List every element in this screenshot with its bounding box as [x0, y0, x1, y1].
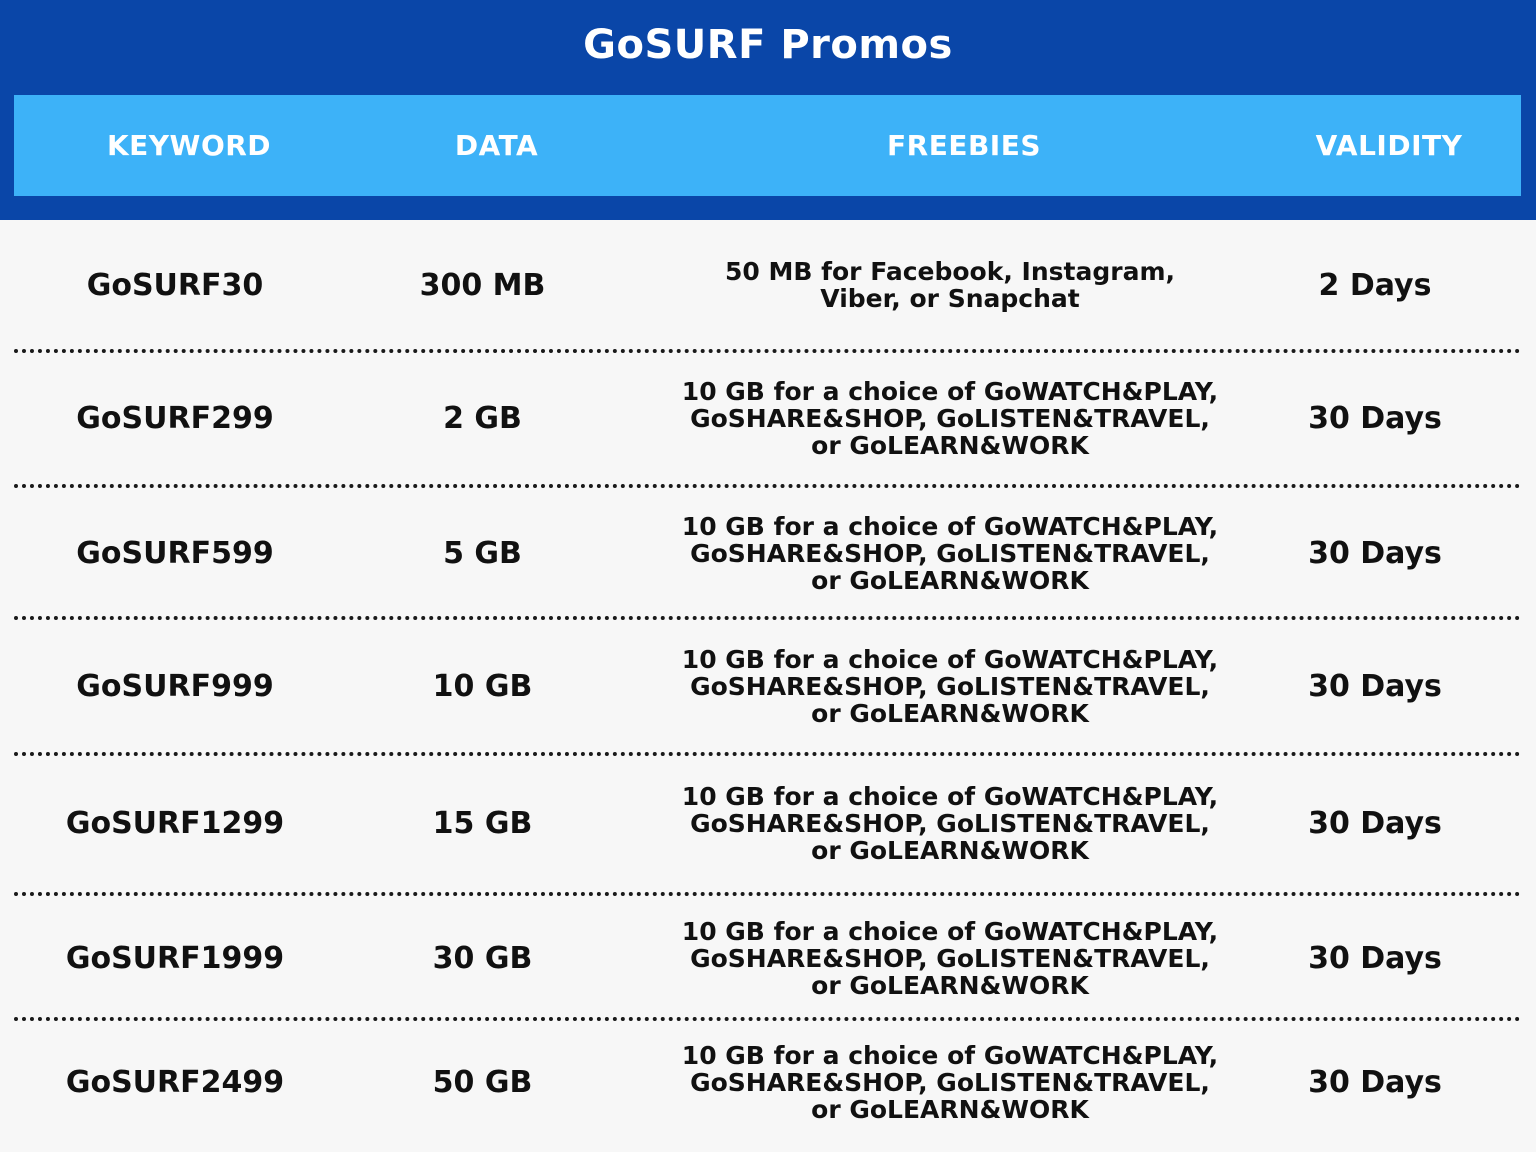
row-data: 2 GB: [443, 400, 522, 436]
row-freebies: 10 GB for a choice of GoWATCH&PLAY, GoSH…: [681, 511, 1219, 595]
row-keyword: GoSURF299: [76, 400, 274, 436]
row-validity: 30 Days: [1308, 1064, 1442, 1100]
row-divider: [14, 349, 1521, 353]
header-validity: VALIDITY: [1315, 129, 1463, 162]
row-divider: [14, 752, 1521, 756]
row-keyword: GoSURF599: [76, 535, 274, 571]
row-keyword: GoSURF2499: [65, 1064, 285, 1100]
row-freebies: 50 MB for Facebook, Instagram, Viber, or…: [725, 257, 1175, 313]
row-keyword: GoSURF30: [86, 267, 264, 303]
row-freebies: 10 GB for a choice of GoWATCH&PLAY, GoSH…: [681, 645, 1219, 728]
row-data: 10 GB: [432, 669, 533, 704]
table-row: GoSURF30 300 MB 50 MB for Facebook, Inst…: [0, 220, 1536, 350]
table-row: GoSURF2499 50 GB 10 GB for a choice of G…: [0, 1021, 1536, 1143]
table-row: GoSURF599 5 GB 10 GB for a choice of GoW…: [0, 488, 1536, 618]
row-freebies: 10 GB for a choice of GoWATCH&PLAY, GoSH…: [681, 1040, 1219, 1124]
row-divider: [14, 484, 1521, 488]
row-freebies: 10 GB for a choice of GoWATCH&PLAY, GoSH…: [681, 782, 1219, 865]
row-divider: [14, 892, 1521, 896]
row-keyword: GoSURF1299: [65, 806, 285, 841]
row-divider: [14, 616, 1521, 620]
row-divider: [14, 1017, 1521, 1021]
row-validity: 30 Days: [1308, 400, 1442, 436]
row-data: 5 GB: [443, 535, 522, 571]
row-data: 300 MB: [419, 267, 546, 303]
header-keyword: KEYWORD: [106, 129, 272, 162]
row-keyword: GoSURF1999: [65, 940, 285, 976]
header-data: DATA: [454, 129, 539, 162]
table-row: GoSURF999 10 GB 10 GB for a choice of Go…: [0, 620, 1536, 753]
row-validity: 30 Days: [1308, 669, 1442, 704]
table-row: GoSURF1999 30 GB 10 GB for a choice of G…: [0, 896, 1536, 1020]
row-data: 30 GB: [432, 940, 533, 976]
row-keyword: GoSURF999: [76, 669, 274, 704]
page-title: GoSURF Promos: [583, 22, 953, 68]
row-validity: 2 Days: [1318, 267, 1432, 303]
row-data: 15 GB: [432, 806, 533, 841]
row-validity: 30 Days: [1308, 940, 1442, 976]
row-validity: 30 Days: [1308, 806, 1442, 841]
table-row: GoSURF1299 15 GB 10 GB for a choice of G…: [0, 756, 1536, 891]
row-validity: 30 Days: [1308, 535, 1442, 571]
row-freebies: 10 GB for a choice of GoWATCH&PLAY, GoSH…: [681, 916, 1219, 1000]
header-freebies: FREEBIES: [887, 129, 1041, 162]
row-freebies: 10 GB for a choice of GoWATCH&PLAY, GoSH…: [681, 376, 1219, 460]
table-header: KEYWORD DATA FREEBIES VALIDITY: [14, 95, 1521, 196]
table-row: GoSURF299 2 GB 10 GB for a choice of GoW…: [0, 353, 1536, 483]
row-data: 50 GB: [432, 1064, 533, 1100]
